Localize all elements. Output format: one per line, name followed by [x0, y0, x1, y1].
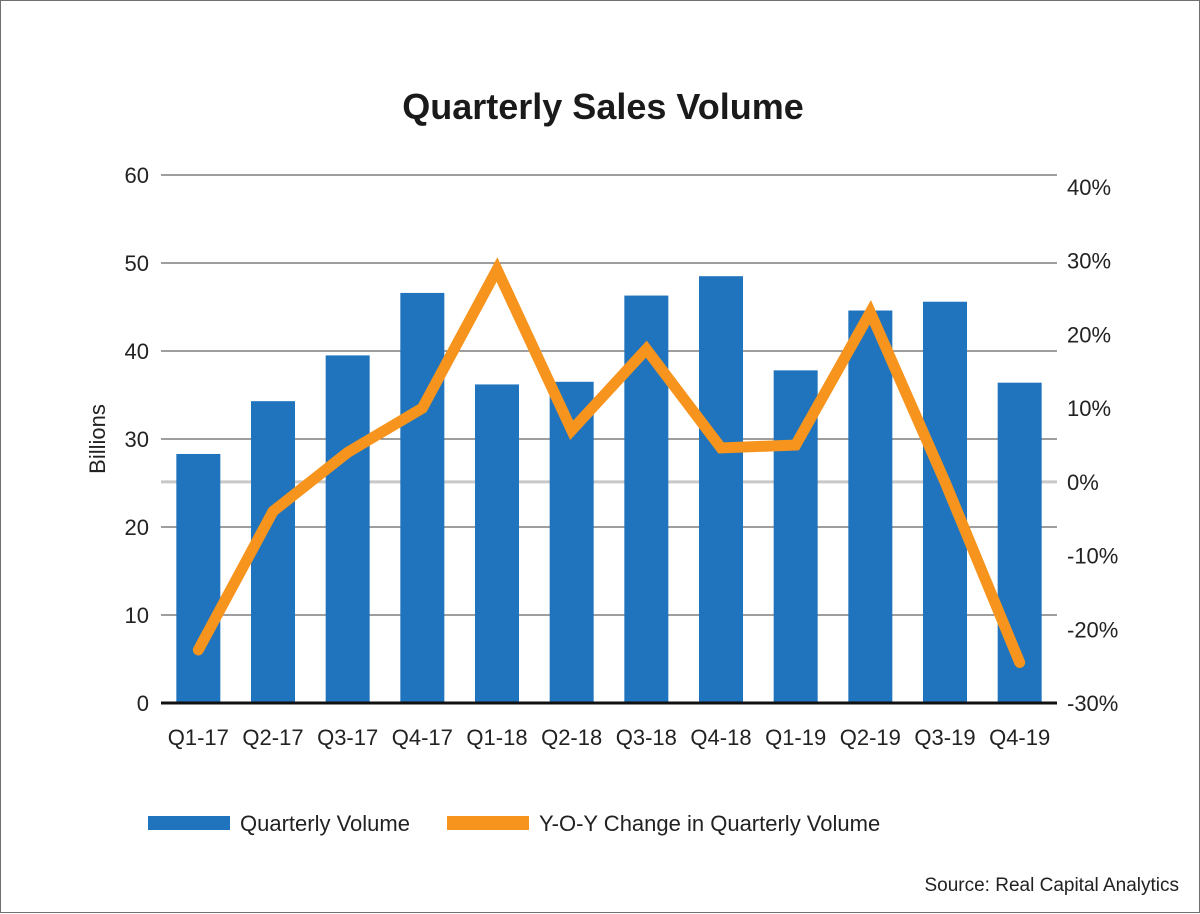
- x-tick-label: Q4-18: [690, 725, 751, 750]
- x-tick-label: Q2-17: [242, 725, 303, 750]
- y-tick-label: 20: [125, 515, 149, 540]
- bar-Q1-17: [176, 454, 220, 703]
- yoy-change-line: [198, 270, 1019, 663]
- x-tick-label: Q2-19: [840, 725, 901, 750]
- bar-Q2-17: [251, 401, 295, 703]
- right-axis-ticks: -30% -20% -10% 0% 10% 20% 30% 40%: [1067, 175, 1118, 716]
- legend-label-quarterly-volume: Quarterly Volume: [240, 811, 410, 836]
- y-tick-label: 30: [125, 427, 149, 452]
- legend-label-yoy-change: Y-O-Y Change in Quarterly Volume: [539, 811, 880, 836]
- source-note: Source: Real Capital Analytics: [924, 875, 1179, 896]
- chart-title: Quarterly Sales Volume: [402, 86, 804, 127]
- y-tick-label: 10: [125, 603, 149, 628]
- y2-tick-label: 0%: [1067, 470, 1099, 495]
- y-tick-label: 60: [125, 163, 149, 188]
- line-series: [198, 269, 1020, 662]
- legend-swatch-quarterly-volume: [148, 816, 230, 830]
- y-axis-label: Billions: [85, 404, 110, 474]
- bar-Q1-18: [475, 384, 519, 703]
- bar-Q2-19: [848, 311, 892, 703]
- x-tick-label: Q3-19: [914, 725, 975, 750]
- x-tick-label: Q2-18: [541, 725, 602, 750]
- y2-tick-label: -20%: [1067, 617, 1118, 642]
- y2-tick-label: 20%: [1067, 322, 1111, 347]
- x-tick-label: Q3-18: [616, 725, 677, 750]
- y2-tick-label: 40%: [1067, 175, 1111, 200]
- y-tick-label: 40: [125, 339, 149, 364]
- x-tick-label: Q4-17: [392, 725, 453, 750]
- bar-Q3-17: [326, 355, 370, 703]
- x-tick-label: Q1-17: [168, 725, 229, 750]
- x-axis-ticks: Q1-17 Q2-17 Q3-17 Q4-17 Q1-18 Q2-18 Q3-18 Q4-18…: [168, 725, 1050, 750]
- y2-tick-label: -30%: [1067, 691, 1118, 716]
- y2-tick-label: 30%: [1067, 249, 1111, 274]
- x-tick-label: Q1-18: [466, 725, 527, 750]
- bar-Q4-18: [699, 276, 743, 703]
- legend: Quarterly Volume Y-O-Y Change in Quarter…: [148, 811, 880, 836]
- x-tick-label: Q3-17: [317, 725, 378, 750]
- x-tick-label: Q4-19: [989, 725, 1050, 750]
- left-axis-ticks: 0 10 20 30 40 50 60: [125, 163, 149, 716]
- bar-Q3-19: [923, 302, 967, 703]
- x-tick-label: Q1-19: [765, 725, 826, 750]
- y2-tick-label: 10%: [1067, 396, 1111, 421]
- legend-swatch-yoy-change: [447, 816, 529, 830]
- bar-Q4-17: [400, 293, 444, 703]
- y2-tick-label: -10%: [1067, 544, 1118, 569]
- y-tick-label: 50: [125, 251, 149, 276]
- y-tick-label: 0: [137, 691, 149, 716]
